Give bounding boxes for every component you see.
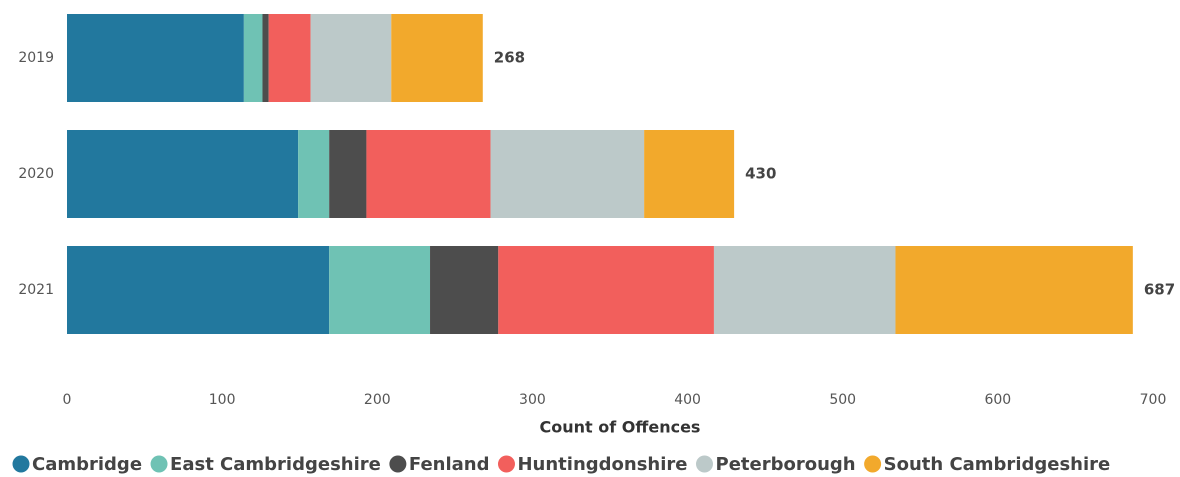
- bar-segment: [644, 130, 735, 218]
- x-tick-label: 400: [674, 392, 701, 408]
- bar-segment: [366, 130, 491, 218]
- bar-segment: [329, 130, 367, 218]
- legend-label: Peterborough: [716, 454, 856, 475]
- y-tick-label: 2021: [18, 282, 54, 298]
- bar-segment: [298, 130, 330, 218]
- legend-marker: [150, 455, 168, 473]
- bar-segment: [310, 14, 392, 102]
- y-tick-label: 2019: [18, 50, 54, 66]
- total-label: 268: [494, 49, 525, 67]
- bar-segment: [391, 14, 483, 102]
- legend-marker: [864, 455, 882, 473]
- x-tick-label: 600: [984, 392, 1011, 408]
- x-tick-label: 300: [519, 392, 546, 408]
- legend-marker: [696, 455, 713, 473]
- bar-segment: [262, 14, 269, 102]
- legend-label: Huntingdonshire: [517, 454, 687, 475]
- legend-label: South Cambridgeshire: [884, 454, 1111, 475]
- y-tick-label: 2020: [18, 166, 54, 182]
- bar-segment: [490, 130, 645, 218]
- bar-segment: [713, 246, 896, 334]
- bar-segment: [67, 14, 244, 102]
- legend-label: East Cambridgeshire: [170, 454, 381, 475]
- x-tick-label: 0: [63, 392, 72, 408]
- legend-label: Cambridge: [32, 454, 142, 475]
- bar-segment: [67, 130, 299, 218]
- x-tick-label: 500: [829, 392, 856, 408]
- bar-segment: [329, 246, 431, 334]
- bar-segment: [67, 246, 330, 334]
- x-axis-title: Count of Offences: [540, 418, 701, 437]
- x-tick-label: 200: [364, 392, 391, 408]
- x-tick-label: 100: [209, 392, 236, 408]
- bar-segment: [498, 246, 714, 334]
- legend-marker: [12, 455, 30, 473]
- x-tick-label: 700: [1140, 392, 1167, 408]
- legend-marker: [497, 455, 515, 473]
- bar-segment: [268, 14, 311, 102]
- bar-segment: [243, 14, 263, 102]
- total-label: 430: [745, 165, 776, 183]
- legend-marker: [389, 455, 407, 473]
- total-label: 687: [1144, 281, 1175, 299]
- bar-segment: [430, 246, 499, 334]
- bar-segment: [895, 246, 1133, 334]
- legend-label: Fenland: [409, 454, 490, 475]
